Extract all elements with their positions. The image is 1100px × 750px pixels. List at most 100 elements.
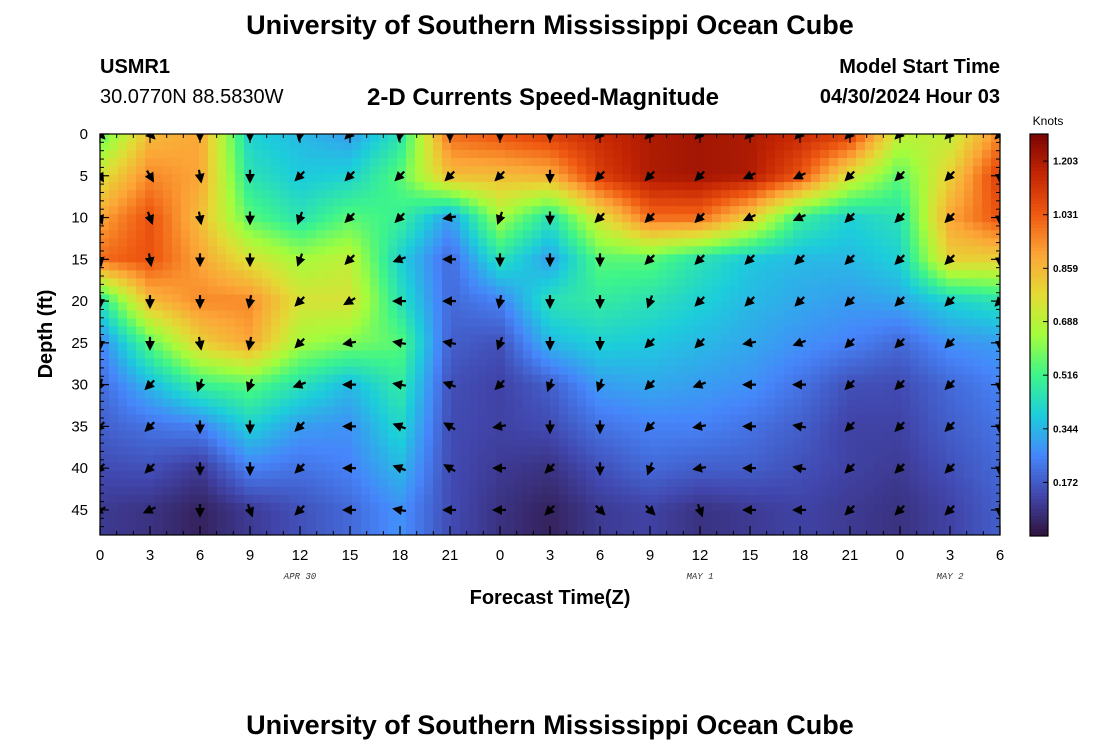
heatmap-cell (379, 270, 389, 279)
heatmap-cell (739, 142, 749, 151)
heatmap-cell (883, 270, 893, 279)
heatmap-cell (100, 238, 110, 247)
heatmap-cell (955, 406, 965, 416)
heatmap-cell (829, 230, 839, 239)
heatmap-cell (316, 302, 326, 312)
heatmap-cell (307, 206, 317, 215)
heatmap-cell (595, 150, 605, 159)
heatmap-cell (622, 262, 632, 271)
heatmap-cell (928, 518, 938, 528)
heatmap-cell (388, 302, 398, 312)
heatmap-cell (226, 478, 236, 488)
heatmap-cell (613, 502, 623, 512)
heatmap-cell (964, 470, 974, 480)
heatmap-cell (649, 350, 659, 360)
heatmap-cell (928, 326, 938, 336)
heatmap-cell (208, 446, 218, 456)
heatmap-cell (955, 150, 965, 159)
heatmap-cell (217, 294, 227, 304)
heatmap-cell (658, 158, 668, 167)
heatmap-cell (145, 166, 155, 175)
heatmap-cell (325, 246, 335, 255)
heatmap-cell (469, 230, 479, 239)
heatmap-cell (262, 206, 272, 215)
heatmap-cell (757, 518, 767, 528)
heatmap-cell (829, 390, 839, 400)
heatmap-cell (325, 206, 335, 215)
heatmap-cell (928, 414, 938, 424)
heatmap-cell (199, 478, 209, 488)
heatmap-cell (136, 270, 146, 279)
heatmap-cell (433, 382, 443, 392)
heatmap-cell (361, 230, 371, 239)
heatmap-cell (271, 318, 281, 328)
heatmap-cell (505, 494, 515, 504)
heatmap-cell (613, 398, 623, 408)
heatmap-cell (748, 302, 758, 312)
heatmap-cell (847, 478, 857, 488)
heatmap-cell (397, 222, 407, 231)
heatmap-cell (118, 494, 128, 504)
heatmap-cell (910, 526, 920, 535)
heatmap-cell (757, 254, 767, 263)
heatmap-cell (289, 190, 299, 199)
heatmap-cell (919, 462, 929, 472)
heatmap-cell (568, 174, 578, 183)
heatmap-cell (298, 526, 308, 535)
heatmap-cell (280, 462, 290, 472)
heatmap-cell (766, 494, 776, 504)
heatmap-cell (361, 254, 371, 263)
heatmap-cell (298, 166, 308, 175)
heatmap-cell (613, 262, 623, 271)
heatmap-cell (289, 382, 299, 392)
heatmap-cell (514, 478, 524, 488)
heatmap-cell (226, 198, 236, 207)
heatmap-cell (982, 446, 992, 456)
heatmap-cell (820, 470, 830, 480)
heatmap-cell (181, 518, 191, 528)
heatmap-cell (802, 262, 812, 271)
heatmap-cell (793, 278, 803, 287)
heatmap-cell (829, 222, 839, 231)
heatmap-cell (136, 526, 146, 535)
heatmap-cell (721, 270, 731, 279)
heatmap-cell (271, 246, 281, 255)
heatmap-cell (370, 510, 380, 520)
heatmap-cell (271, 230, 281, 239)
heatmap-cell (469, 526, 479, 535)
heatmap-cell (820, 182, 830, 191)
heatmap-cell (802, 270, 812, 279)
heatmap-cell (100, 454, 110, 464)
heatmap-cell (991, 478, 1000, 488)
heatmap-cell (541, 230, 551, 239)
heatmap-cell (280, 190, 290, 199)
heatmap-cell (397, 142, 407, 151)
heatmap-cell (928, 438, 938, 448)
heatmap-cell (928, 142, 938, 151)
heatmap-cell (829, 182, 839, 191)
heatmap-cell (478, 350, 488, 360)
heatmap-cell (631, 214, 641, 223)
heatmap-cell (100, 182, 110, 191)
heatmap-cell (757, 438, 767, 448)
heatmap-cell (676, 502, 686, 512)
heatmap-cell (460, 230, 470, 239)
heatmap-cell (577, 142, 587, 151)
heatmap-cell (685, 470, 695, 480)
heatmap-cell (136, 406, 146, 416)
heatmap-cell (271, 206, 281, 215)
heatmap-cell (838, 486, 848, 496)
heatmap-cell (388, 486, 398, 496)
heatmap-cell (496, 446, 506, 456)
heatmap-cell (910, 334, 920, 344)
heatmap-cell (163, 342, 173, 352)
heatmap-cell (235, 470, 245, 480)
heatmap-cell (991, 438, 1000, 448)
heatmap-cell (856, 406, 866, 416)
heatmap-cell (361, 214, 371, 223)
heatmap-cell (775, 206, 785, 215)
heatmap-cell (289, 294, 299, 304)
heatmap-cell (847, 238, 857, 247)
heatmap-cell (820, 214, 830, 223)
heatmap-cell (784, 510, 794, 520)
